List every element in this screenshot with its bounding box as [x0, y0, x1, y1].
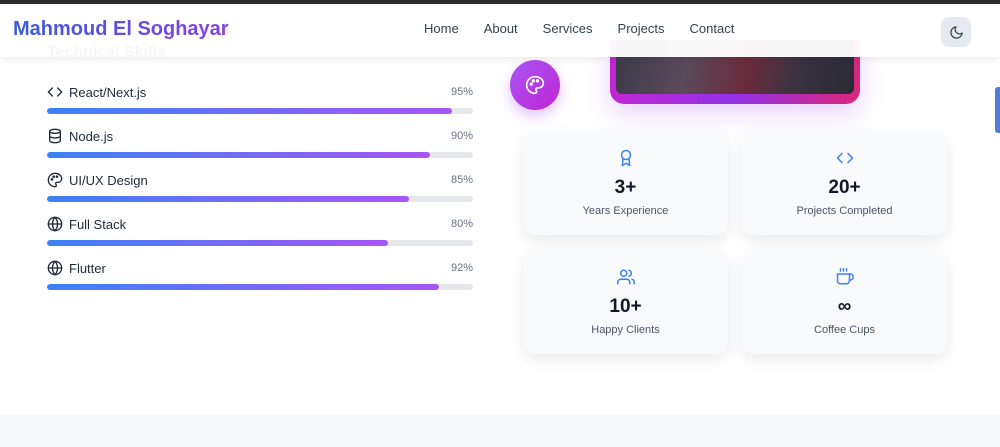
skill-label: React/Next.js	[69, 84, 147, 100]
skill-item: UI/UX Design 85%	[47, 171, 473, 202]
stat-label: Happy Clients	[591, 324, 660, 336]
stat-card-projects: 20+ Projects Completed	[742, 131, 947, 235]
skill-progress-bar	[47, 196, 473, 202]
brand-logo[interactable]: Mahmoud El Soghayar	[13, 18, 229, 40]
navbar: Mahmoud El Soghayar Home About Services …	[0, 4, 1000, 57]
skill-progress-fill	[47, 108, 452, 114]
skill-percent: 95%	[450, 86, 473, 98]
stat-label: Coffee Cups	[814, 324, 875, 336]
skill-progress-bar	[47, 240, 473, 246]
coffee-icon	[836, 268, 854, 285]
skill-percent: 92%	[450, 262, 473, 274]
stat-label: Projects Completed	[796, 205, 893, 217]
browser-top-border	[0, 0, 1000, 4]
skill-progress-bar	[47, 284, 473, 290]
skill-percent: 85%	[450, 174, 473, 186]
database-icon	[47, 128, 63, 144]
skill-item: Flutter 92%	[47, 259, 473, 290]
globe-icon	[47, 216, 63, 232]
theme-toggle-button[interactable]	[941, 17, 971, 47]
nav-link-projects[interactable]: Projects	[617, 21, 665, 36]
globe-icon	[47, 260, 63, 276]
skill-progress-bar	[47, 108, 473, 114]
skill-progress-fill	[47, 240, 388, 246]
skill-label: Full Stack	[69, 216, 127, 232]
skill-label: UI/UX Design	[69, 172, 148, 188]
stat-card-experience: 3+ Years Experience	[523, 131, 728, 235]
moon-icon	[949, 25, 963, 39]
skill-percent: 80%	[450, 218, 473, 230]
nav-link-about[interactable]: About	[483, 21, 518, 36]
stat-value: 20+	[828, 177, 861, 198]
stat-value: 3+	[614, 177, 637, 198]
skill-percent: 90%	[450, 130, 473, 142]
palette-icon	[47, 172, 63, 188]
stat-card-clients: 10+ Happy Clients	[523, 250, 728, 354]
nav-links: Home About Services Projects Contact	[424, 21, 759, 36]
nav-link-contact[interactable]: Contact	[689, 21, 735, 36]
palette-icon	[525, 75, 545, 95]
floating-palette-button[interactable]	[510, 60, 560, 110]
nav-link-home[interactable]: Home	[424, 21, 459, 36]
stat-value: ∞	[837, 296, 852, 317]
skill-progress-bar	[47, 152, 473, 158]
code-icon	[836, 152, 853, 164]
stat-label: Years Experience	[582, 205, 669, 217]
users-icon	[616, 269, 635, 285]
skill-label: Node.js	[69, 128, 114, 144]
code-icon	[47, 84, 63, 100]
skill-label: Flutter	[69, 260, 106, 276]
side-scroll-indicator[interactable]	[995, 87, 1000, 133]
next-section-band	[0, 415, 1000, 447]
skill-progress-fill	[47, 152, 431, 158]
skill-progress-fill	[47, 284, 439, 290]
skill-progress-fill	[47, 196, 410, 202]
stat-value: 10+	[609, 296, 642, 317]
stat-card-coffee: ∞ Coffee Cups	[742, 250, 947, 354]
skill-item: Node.js 90%	[47, 127, 473, 158]
skill-item: Full Stack 80%	[47, 215, 473, 246]
nav-link-services[interactable]: Services	[542, 21, 593, 36]
skill-item: React/Next.js 95%	[47, 83, 473, 114]
award-icon	[620, 149, 631, 167]
